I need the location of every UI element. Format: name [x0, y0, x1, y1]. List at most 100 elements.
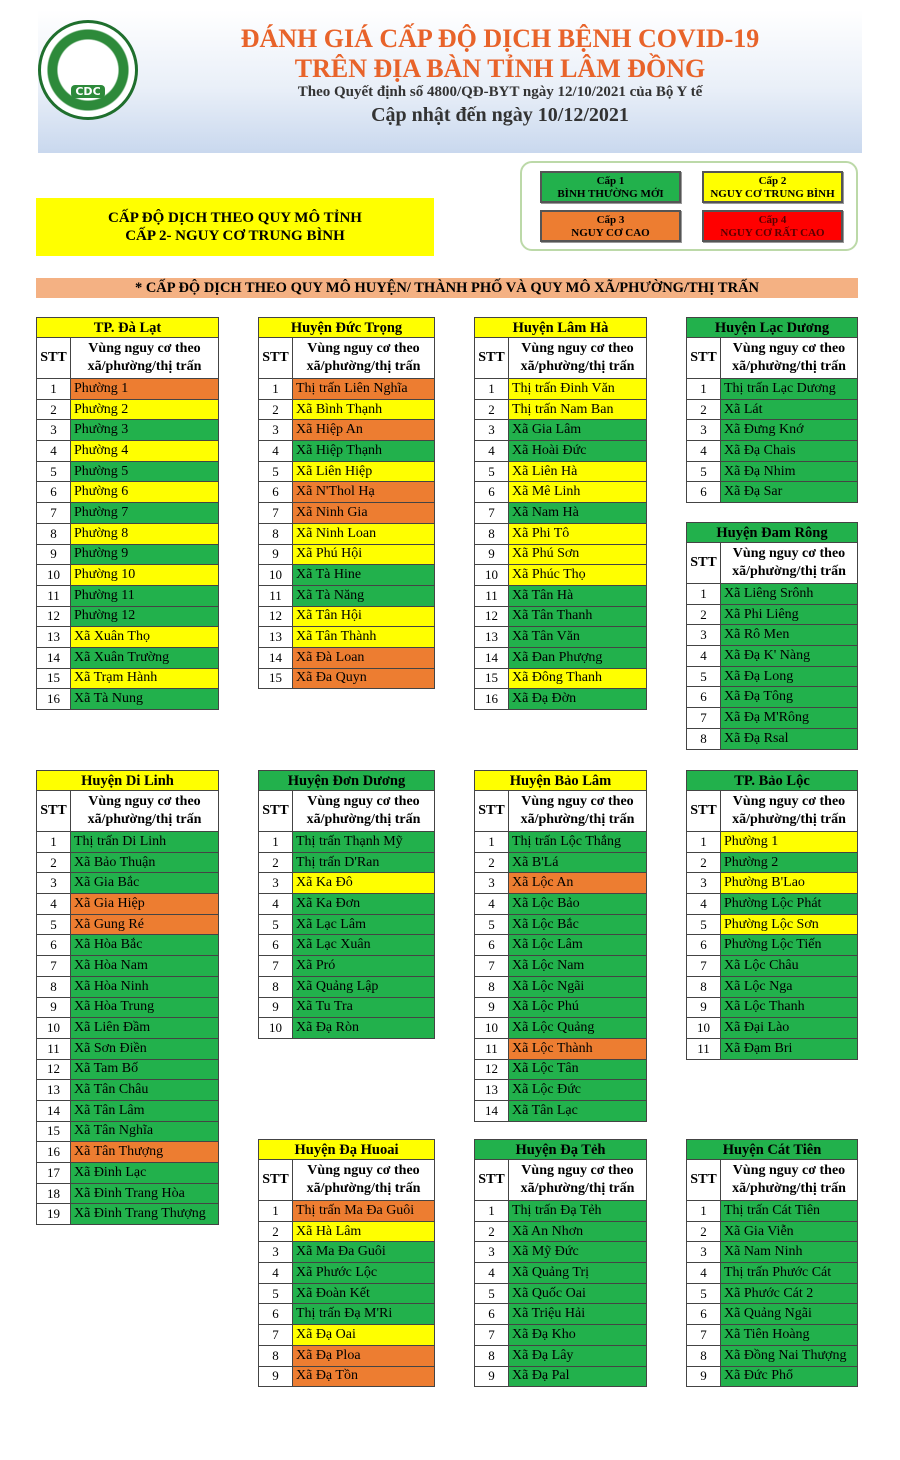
district-title: Huyện Đạ Huoai: [258, 1139, 435, 1160]
area-name: Xã Lộc Tân: [508, 1058, 647, 1081]
area-row: 4 Xã Đạ K' Nàng: [686, 645, 858, 667]
row-number: 5: [474, 1282, 509, 1305]
district-title: Huyện Cát Tiên: [686, 1139, 858, 1160]
legend-level: Cấp 4: [758, 214, 787, 226]
row-number: 6: [686, 481, 721, 504]
row-number: 15: [36, 1120, 71, 1143]
row-number: 3: [36, 419, 71, 442]
row-number: 1: [36, 378, 71, 400]
area-name: Phường 1: [720, 831, 858, 853]
area-name: Xã Triệu Hải: [508, 1303, 647, 1326]
area-name: Xã Phi Tô: [508, 522, 647, 545]
row-number: 7: [258, 955, 293, 977]
area-name: Phường 2: [70, 398, 219, 421]
area-name: Xã Gung Ré: [70, 913, 219, 936]
area-name: Xã Phi Liêng: [720, 603, 858, 626]
area-row: 15 Xã Đông Thanh: [474, 667, 647, 690]
area-name: Xã Đạ Ròn: [292, 1017, 435, 1039]
row-number: 10: [36, 564, 71, 586]
row-number: 8: [686, 975, 721, 998]
area-name: Xã Lộc Bắc: [508, 913, 647, 936]
area-name: Xã Đà Loan: [292, 646, 435, 669]
area-row: 10 Xã Lộc Quảng: [474, 1017, 647, 1039]
row-number: 1: [686, 378, 721, 400]
row-number: 15: [258, 667, 293, 690]
area-row: 12 Xã Tân Thanh: [474, 605, 647, 628]
area-header-line: xã/phường/thị trấn: [520, 359, 635, 374]
title-row: TP. Bảo Lộc: [686, 770, 858, 791]
row-number: 3: [474, 1241, 509, 1264]
area-name: Xã Phước Cát 2: [720, 1282, 858, 1305]
area-name: Thị trấn Đạ Tẻh: [508, 1200, 647, 1222]
area-name: Xã Lộc Thanh: [720, 996, 858, 1019]
area-row: 7 Xã Hòa Nam: [36, 955, 219, 977]
area-name: Xã Bảo Thuận: [70, 851, 219, 874]
area-row: 3 Phường 3: [36, 419, 219, 442]
area-row: 4 Xã Ka Đơn: [258, 893, 435, 915]
area-row: 13 Xã Xuân Thọ: [36, 626, 219, 648]
row-number: 9: [474, 543, 509, 566]
area-name: Thị trấn Lạc Dương: [720, 378, 858, 400]
area-name: Xã Hoài Đức: [508, 440, 647, 462]
row-number: 14: [36, 1099, 71, 1122]
row-number: 14: [474, 646, 509, 669]
area-name: Xã Tà Nung: [70, 688, 219, 710]
area-name: Xã N'Thol Hạ: [292, 481, 435, 504]
area-row: 9 Xã Đạ Pal: [474, 1365, 647, 1388]
district-title: Huyện Lạc Dương: [686, 317, 858, 338]
title: ĐÁNH GIÁ CẤP ĐỘ DỊCH BỆNH COVID-19: [240, 24, 760, 53]
area-name: Xã Nam Hà: [508, 502, 647, 524]
area-name: Xã Lộc Nam: [508, 955, 647, 977]
area-header: Vùng nguy cơ theo xã/phường/thị trấn: [720, 542, 858, 584]
district-table: TP. Bảo Lộc STT Vùng nguy cơ theo xã/phường…: [686, 770, 858, 1060]
row-number: 1: [258, 831, 293, 853]
area-row: 3 Xã Đưng Knớ: [686, 419, 858, 442]
area-row: 11 Phường 11: [36, 584, 219, 607]
row-number: 1: [474, 1200, 509, 1222]
area-name: Xã Hòa Trung: [70, 996, 219, 1019]
row-number: 4: [36, 440, 71, 462]
stt-header: STT: [686, 790, 721, 832]
area-name: Xã Xuân Trường: [70, 646, 219, 669]
area-row: 6 Xã Triệu Hải: [474, 1303, 647, 1326]
area-header: Vùng nguy cơ theo xã/phường/thị trấn: [508, 337, 647, 379]
area-row: 5 Phường Lộc Sơn: [686, 913, 858, 936]
area-name: Xã Lộc Quảng: [508, 1017, 647, 1039]
area-row: 12 Phường 12: [36, 605, 219, 628]
area-row: 3 Xã Rô Men: [686, 624, 858, 647]
area-row: 6 Xã Đạ Sar: [686, 481, 858, 504]
row-number: 9: [36, 543, 71, 566]
row-number: 2: [474, 1220, 509, 1243]
area-header-line: xã/phường/thị trấn: [87, 359, 202, 374]
area-row: 1 Thị trấn Đinh Văn: [474, 378, 647, 400]
legend-item: Cấp 2 NGUY CƠ TRUNG BÌNH: [702, 171, 843, 203]
area-name: Phường 4: [70, 440, 219, 462]
area-row: 6 Xã Lạc Xuân: [258, 934, 435, 957]
area-name: Xã Pró: [292, 955, 435, 977]
row-number: 9: [36, 996, 71, 1019]
area-name: Xã Ma Đa Guôi: [292, 1241, 435, 1264]
area-name: Xã Gia Lâm: [508, 419, 647, 442]
legend-item: Cấp 4 NGUY CƠ RẤT CAO: [702, 210, 843, 242]
area-row: 6 Xã Quảng Ngãi: [686, 1303, 858, 1326]
row-number: 6: [474, 934, 509, 957]
area-name: Phường 2: [720, 851, 858, 874]
decree: Theo Quyết định số 4800/QĐ-BYT ngày 12/1…: [297, 84, 703, 100]
row-number: 8: [36, 522, 71, 545]
area-row: 7 Xã Nam Hà: [474, 502, 647, 524]
row-number: 7: [474, 955, 509, 977]
area-row: 9 Xã Đạ Tồn: [258, 1365, 435, 1388]
area-row: 2 Thị trấn D'Ran: [258, 851, 435, 874]
area-row: 5 Xã Lạc Lâm: [258, 913, 435, 936]
area-row: 4 Phường 4: [36, 440, 219, 462]
district-table: Huyện Đức Trọng STT Vùng nguy cơ theo xã/ph…: [258, 317, 435, 690]
row-number: 6: [474, 1303, 509, 1326]
row-number: 8: [686, 1344, 721, 1367]
area-name: Xã Đạ Sar: [720, 481, 858, 504]
area-row: 10 Xã Đại Lào: [686, 1017, 858, 1039]
row-number: 1: [474, 378, 509, 400]
area-name: Xã Lộc Châu: [720, 955, 858, 977]
area-row: 4 Xã Lộc Bảo: [474, 893, 647, 915]
row-number: 6: [258, 934, 293, 957]
area-row: 2 Xã Lát: [686, 398, 858, 421]
